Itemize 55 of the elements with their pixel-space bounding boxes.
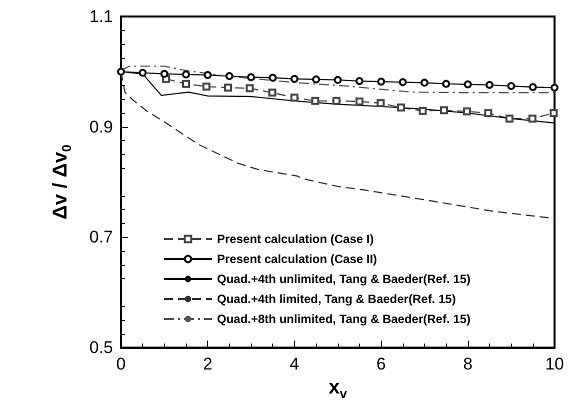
point [225, 72, 234, 80]
point [204, 70, 212, 79]
point [377, 78, 386, 86]
point [311, 96, 320, 105]
point [202, 82, 210, 91]
y-tick-label: 1.1 [89, 7, 113, 26]
point [332, 96, 340, 105]
legend-label: Quad.+8th unlimited, Tang & Baeder(Ref. 15) [217, 312, 470, 326]
point [182, 70, 190, 78]
point [268, 74, 277, 82]
point [290, 94, 298, 102]
y-axis-title: Δv / Δv0 [50, 144, 74, 220]
point [160, 70, 168, 78]
point [224, 84, 232, 92]
point [550, 84, 559, 92]
point [442, 80, 450, 88]
point [138, 68, 147, 77]
point [290, 74, 298, 83]
point [312, 75, 320, 84]
point [550, 109, 558, 118]
point [505, 114, 514, 123]
x-tick-label: 2 [202, 354, 212, 374]
point [268, 88, 276, 97]
point [355, 97, 364, 106]
x-tick-label: 0 [116, 354, 126, 374]
x-tick-label: 10 [545, 354, 564, 374]
point [247, 73, 256, 82]
y-tick-label: 0.7 [89, 228, 113, 247]
point [462, 107, 471, 116]
point [528, 83, 537, 92]
point [440, 106, 448, 114]
point [376, 99, 385, 108]
point [486, 80, 494, 89]
point [507, 82, 516, 90]
point [484, 109, 492, 118]
x-tick-label: 8 [463, 354, 473, 374]
legend-label: Quad.+4th unlimited, Tang & Baeder(Ref. 15) [217, 272, 470, 286]
point [355, 77, 364, 86]
point [420, 78, 428, 87]
point [246, 84, 254, 92]
point [418, 106, 427, 115]
point [398, 78, 407, 86]
legend-label: Present calculation (Case II) [217, 252, 378, 266]
x-tick-label: 4 [290, 354, 300, 374]
y-tick-label: 0.5 [89, 338, 113, 358]
point [117, 68, 125, 76]
y-tick-label: 0.9 [89, 117, 113, 136]
point [334, 76, 342, 84]
x-tick-label: 6 [376, 354, 386, 374]
point [528, 114, 536, 123]
legend-label: Quad.+4th limited, Tang & Baeder(Ref. 15) [217, 292, 456, 306]
point [182, 80, 190, 88]
legend-label: Present calculation (Case I) [217, 232, 374, 246]
point [464, 80, 472, 88]
point [397, 104, 406, 112]
